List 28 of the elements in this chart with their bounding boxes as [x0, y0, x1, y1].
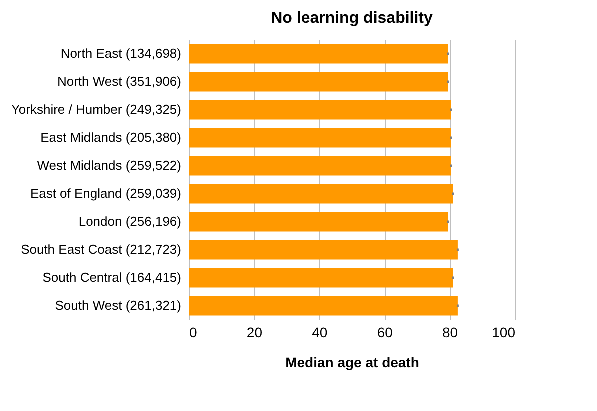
y-tick-label: London (256,196)	[78, 214, 182, 229]
bar	[189, 296, 458, 316]
x-tick-label: 100	[492, 324, 516, 340]
y-tick-label: East of England (259,039)	[30, 186, 182, 201]
x-tick-label: 20	[246, 324, 263, 340]
bar	[189, 184, 454, 204]
bar	[189, 44, 448, 64]
y-tick-label: North East (134,698)	[60, 46, 182, 61]
y-tick-label: South East Coast (212,723)	[21, 242, 182, 257]
y-tick-label: North West (351,906)	[57, 74, 182, 89]
x-tick-label: 0	[190, 324, 198, 340]
bar	[189, 72, 448, 92]
bar	[189, 212, 448, 232]
bar	[189, 268, 454, 288]
y-tick-label: South Central (164,415)	[42, 270, 182, 285]
y-tick-label: West Midlands (259,522)	[37, 158, 182, 173]
bar	[189, 156, 452, 176]
x-tick-label: 60	[377, 324, 394, 340]
x-tick-label: 40	[312, 324, 328, 340]
x-axis-title: Median age at death	[286, 354, 420, 370]
chart-title: No learning disability	[271, 10, 433, 27]
bar	[189, 240, 458, 260]
bar	[189, 128, 452, 148]
y-tick-label: South West (261,321)	[55, 298, 182, 313]
y-tick-label: Yorkshire / Humber (249,325)	[11, 102, 182, 117]
y-tick-label: East Midlands (205,380)	[40, 130, 182, 145]
bar	[189, 100, 452, 120]
x-tick-label: 80	[442, 324, 458, 340]
